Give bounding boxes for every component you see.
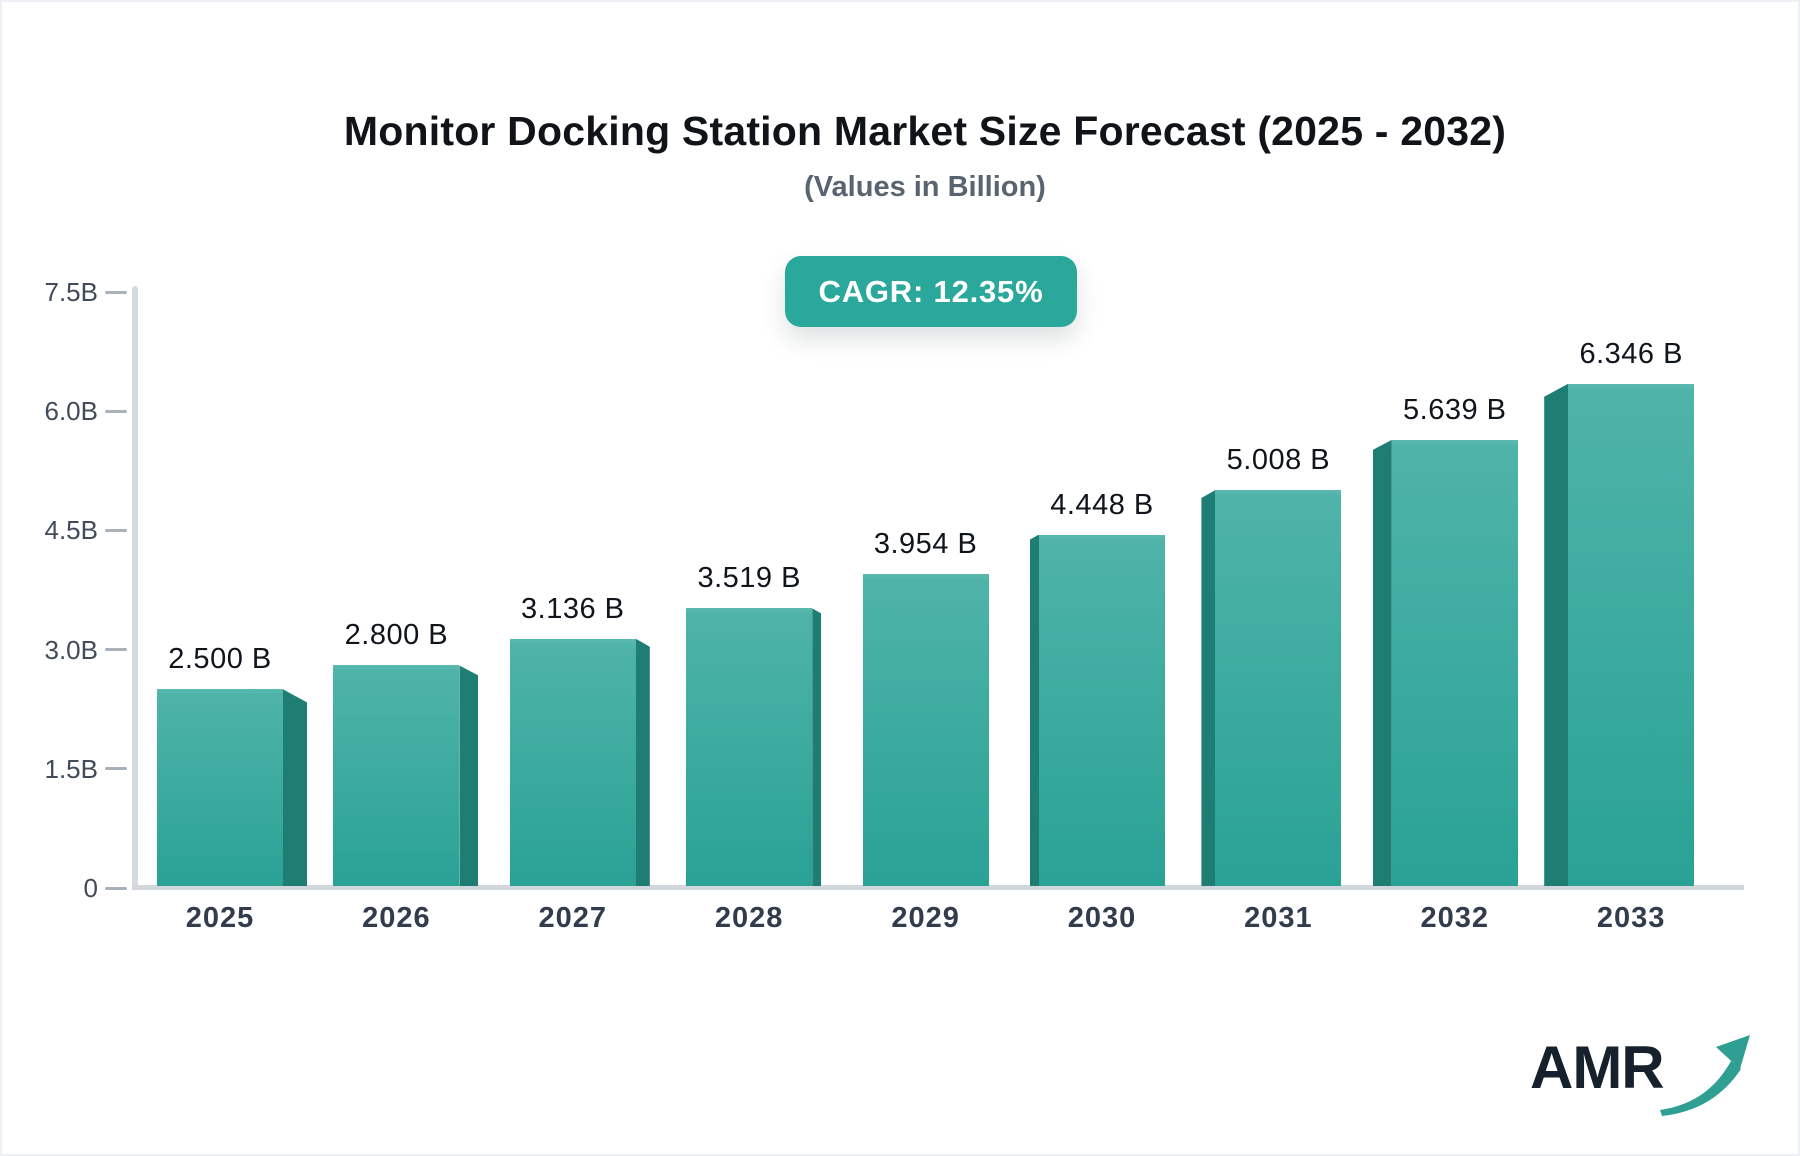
y-tick-label: 3.0B (44, 634, 99, 665)
chart-subtitle: (Values in Billion) (804, 171, 1046, 203)
bar-side-face (1544, 383, 1569, 886)
y-tick-mark (105, 528, 127, 532)
bar-2025 (157, 689, 283, 886)
x-tick-label: 2030 (1067, 902, 1137, 934)
x-tick-label: 2031 (1244, 902, 1313, 934)
x-tick-label: 2026 (362, 902, 431, 934)
y-tick-mark (105, 409, 127, 413)
bar-value-label: 3.136 B (521, 592, 625, 625)
bar-value-label: 3.519 B (697, 562, 801, 595)
bar-2029 (862, 573, 989, 886)
x-tick-label: 2033 (1596, 902, 1666, 934)
bar-value-label: 5.639 B (1403, 393, 1507, 426)
y-tick-label: 4.5B (44, 515, 99, 546)
y-tick-label: 7.5B (44, 277, 99, 307)
bar-side-face (1201, 490, 1216, 886)
y-axis-line (132, 286, 138, 888)
bar-value-label: 6.346 B (1579, 337, 1683, 370)
bar-side-face (812, 608, 822, 886)
bar-2031 (1215, 490, 1342, 886)
y-tick-mark (105, 767, 127, 771)
bar-2032 (1391, 439, 1518, 886)
x-tick-label: 2027 (538, 902, 608, 934)
x-tick-label: 2032 (1420, 902, 1490, 934)
amr-logo-text: AMR (1530, 1034, 1665, 1101)
bar-side-face (459, 665, 479, 886)
bar-value-label: 2.800 B (344, 619, 449, 652)
bar-value-label: 3.954 B (873, 527, 978, 560)
y-tick-mark (105, 648, 127, 652)
amr-logo: AMR (1530, 1032, 1754, 1118)
bar-side-face (1030, 534, 1039, 886)
x-tick-label: 2029 (891, 902, 960, 934)
bar-2026 (333, 665, 460, 886)
bar-value-label: 2.500 B (168, 643, 272, 676)
bar-2030 (1039, 534, 1165, 886)
y-tick-mark (105, 886, 127, 890)
bar-value-label: 5.008 B (1226, 444, 1331, 477)
bar-side-face (1372, 439, 1392, 886)
y-tick-label: 6.0B (44, 396, 99, 427)
y-tick-label: 1.5B (44, 753, 99, 784)
bar-2027 (509, 638, 636, 886)
bar-value-label: 4.448 B (1050, 488, 1154, 521)
bar-side-face (635, 638, 650, 886)
growth-arrow-icon (1659, 1035, 1750, 1116)
y-tick-mark (105, 290, 127, 294)
cagr-badge: CAGR: 12.35% (785, 256, 1077, 327)
chart-title: Monitor Docking Station Market Size Fore… (343, 108, 1507, 154)
y-tick-label: 0 (83, 873, 98, 903)
bar-2028 (686, 608, 813, 886)
bar-2033 (1568, 383, 1695, 886)
bar-side-face (283, 689, 307, 886)
chart-header: Monitor Docking Station Market Size Fore… (52, 108, 1798, 204)
x-axis-line (132, 885, 1744, 890)
x-tick-label: 2025 (185, 902, 255, 934)
x-tick-label: 2028 (714, 902, 784, 934)
